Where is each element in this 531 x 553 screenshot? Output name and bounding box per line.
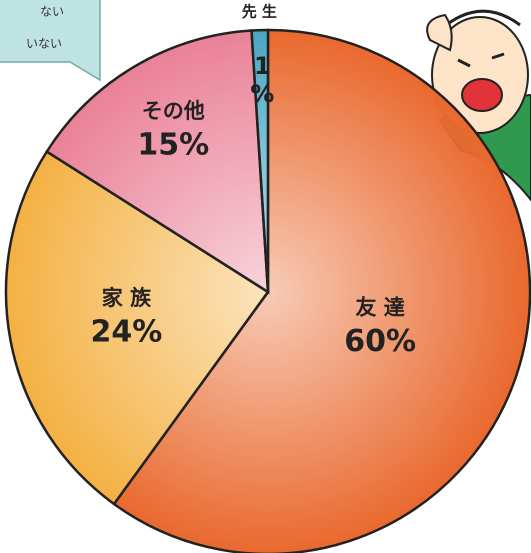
speech-bubble: ない いない [0,0,100,80]
bubble-text: いない [26,37,62,51]
value-label: 1% [248,52,276,108]
slice-label: 先 生 [242,3,277,21]
value-label: 24% [91,315,163,350]
slice-label: 家 族 [102,286,152,310]
slice-label: 友 達 [355,295,404,319]
value-label: 60% [344,324,416,359]
slice-label: その他 [142,99,205,123]
value-label: 15% [137,127,209,162]
bubble-text: ない [40,5,64,19]
chart: ない いない 友 達 60% 家 族 24% その他 15% 先 生 1% [0,0,531,553]
